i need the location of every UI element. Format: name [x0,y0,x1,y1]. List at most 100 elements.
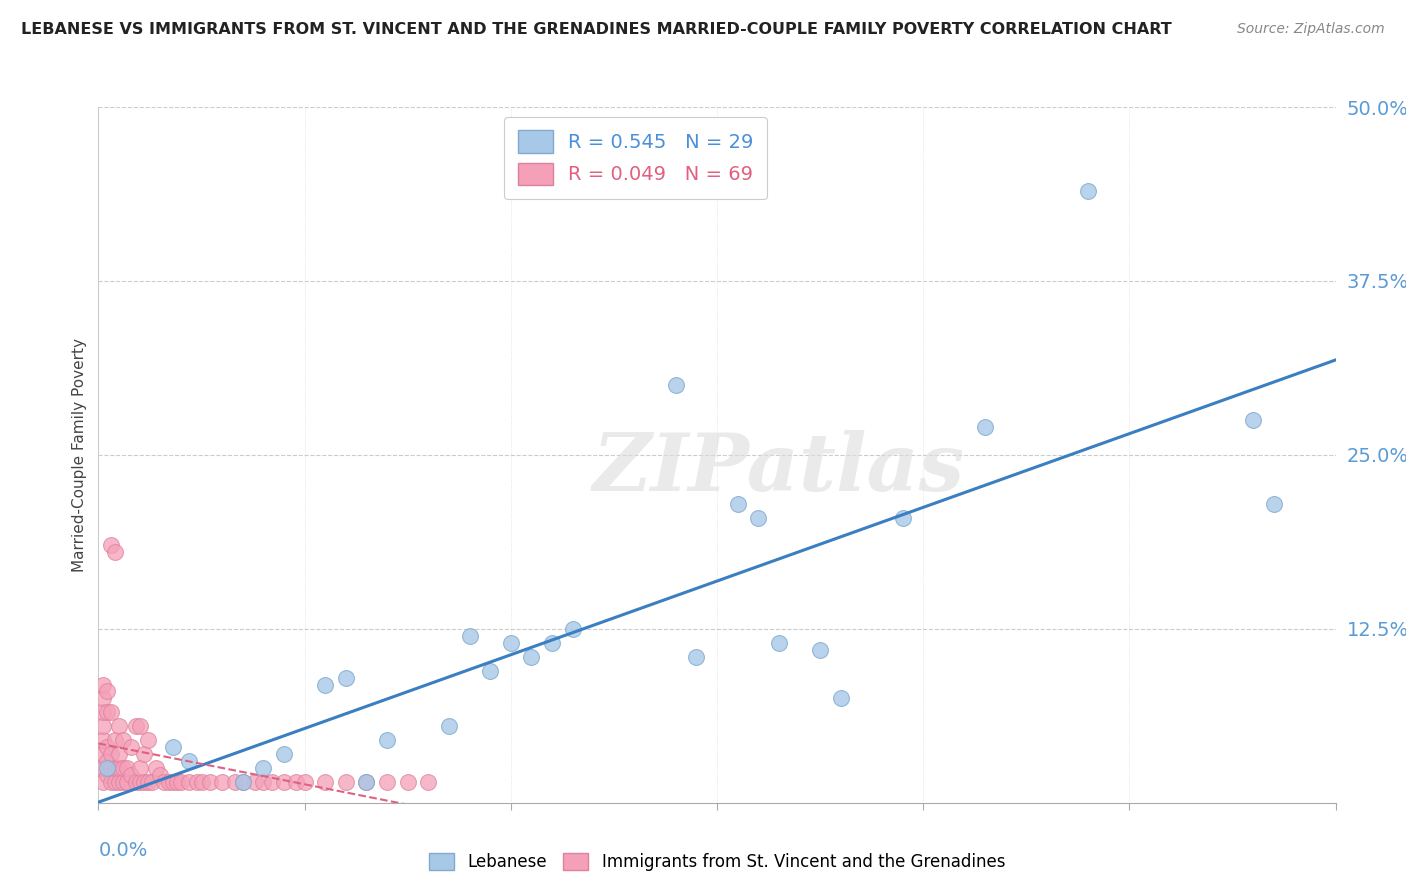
Point [830,691,852,706]
Point [768,636,790,650]
Point [112,775,135,789]
Point [91,733,114,747]
Point [479,664,502,678]
Point [418,775,440,789]
Point [190,775,212,789]
Point [96,754,118,768]
Point [104,761,127,775]
Point [211,775,233,789]
Point [141,775,163,789]
Point [157,775,180,789]
Y-axis label: Married-Couple Family Poverty: Married-Couple Family Poverty [72,338,87,572]
Point [294,775,316,789]
Point [124,719,146,733]
Point [685,649,707,664]
Point [260,775,283,789]
Point [100,775,122,789]
Point [891,510,914,524]
Point [198,775,221,789]
Point [396,775,419,789]
Point [104,545,127,559]
Point [128,761,150,775]
Point [186,775,208,789]
Point [149,768,172,782]
Point [104,775,127,789]
Point [166,775,188,789]
Point [747,510,769,524]
Point [273,747,295,761]
Point [96,706,118,720]
Point [179,754,201,768]
Point [974,420,997,434]
Point [96,768,118,782]
Point [96,761,118,775]
Point [273,775,295,789]
Point [91,775,114,789]
Point [112,761,135,775]
Point [335,775,357,789]
Text: LEBANESE VS IMMIGRANTS FROM ST. VINCENT AND THE GRENADINES MARRIED-COUPLE FAMILY: LEBANESE VS IMMIGRANTS FROM ST. VINCENT … [21,22,1171,37]
Point [153,775,176,789]
Point [356,775,378,789]
Point [104,733,127,747]
Legend: Lebanese, Immigrants from St. Vincent and the Grenadines: Lebanese, Immigrants from St. Vincent an… [422,847,1012,878]
Point [252,761,274,775]
Point [108,719,131,733]
Point [100,538,122,552]
Point [91,691,114,706]
Point [96,684,118,698]
Text: Source: ZipAtlas.com: Source: ZipAtlas.com [1237,22,1385,37]
Text: 0.0%: 0.0% [98,841,148,860]
Point [520,649,543,664]
Point [162,775,184,789]
Point [335,671,357,685]
Point [100,747,122,761]
Point [136,733,159,747]
Point [232,775,254,789]
Point [727,497,749,511]
Point [665,378,688,392]
Point [541,636,564,650]
Point [561,622,583,636]
Point [117,761,139,775]
Point [100,706,122,720]
Point [100,761,122,775]
Point [120,740,142,755]
Point [243,775,266,789]
Point [1263,497,1285,511]
Point [120,768,142,782]
Point [458,629,481,643]
Point [112,733,135,747]
Point [375,733,398,747]
Point [128,719,150,733]
Point [91,719,114,733]
Point [91,747,114,761]
Point [108,775,131,789]
Point [91,677,114,691]
Point [108,747,131,761]
Point [136,775,159,789]
Point [132,747,155,761]
Point [1241,413,1264,427]
Point [808,642,831,657]
Point [375,775,398,789]
Text: ZIPatlas: ZIPatlas [593,430,965,508]
Point [91,706,114,720]
Point [285,775,308,789]
Point [252,775,274,789]
Point [179,775,201,789]
Point [162,740,184,755]
Point [356,775,378,789]
Point [232,775,254,789]
Point [1077,184,1099,198]
Point [314,677,336,691]
Point [314,775,336,789]
Point [170,775,193,789]
Point [91,761,114,775]
Point [132,775,155,789]
Point [128,775,150,789]
Point [499,636,522,650]
Point [124,775,146,789]
Point [437,719,460,733]
Point [96,740,118,755]
